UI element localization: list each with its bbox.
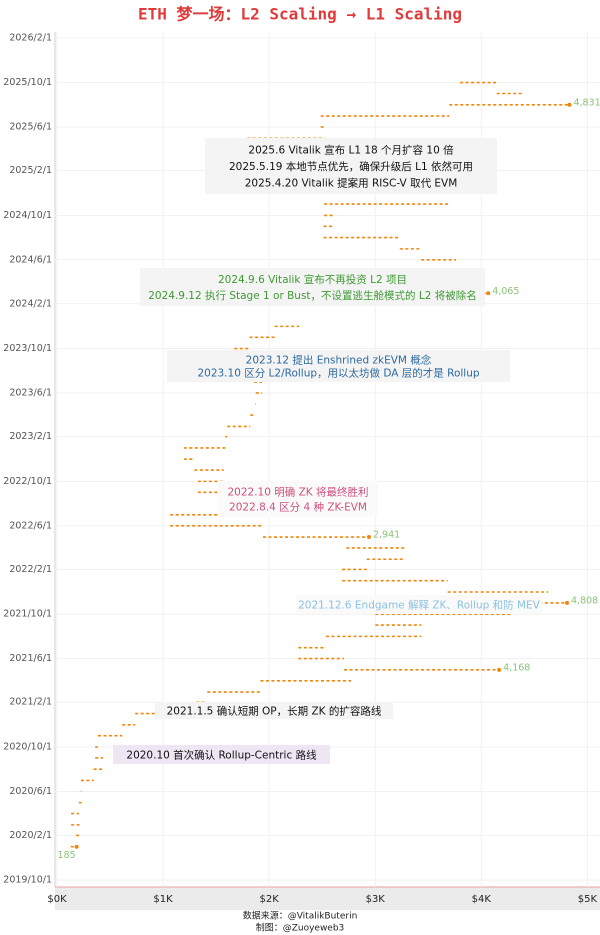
y-tick-label: 2019/10/1 bbox=[3, 875, 52, 886]
y-tick-label: 2020/10/1 bbox=[3, 742, 52, 753]
annotation-text: 2022.8.4 区分 4 种 ZK-EVM bbox=[229, 501, 367, 514]
annotation-text: 2025.6 Vitalik 宣布 L1 18 个月扩容 10 倍 bbox=[248, 143, 454, 156]
highlight-dot bbox=[486, 291, 491, 296]
footer-author: 制图：@Zuoyeweb3 bbox=[256, 922, 345, 934]
annotation-box bbox=[218, 481, 378, 517]
y-tick-label: 2021/2/1 bbox=[9, 697, 52, 708]
y-tick-label: 2025/10/1 bbox=[3, 77, 52, 88]
x-tick-label: $5K bbox=[578, 894, 598, 905]
highlight-dot bbox=[74, 844, 79, 849]
highlight-label: 4,168 bbox=[503, 662, 530, 673]
highlight-label: 4,808 bbox=[571, 595, 598, 606]
y-tick-label: 2025/6/1 bbox=[9, 121, 52, 132]
annotation-box bbox=[296, 595, 542, 614]
x-axis-band bbox=[55, 887, 600, 910]
highlight-label: 4,831 bbox=[573, 97, 600, 108]
annotation-text: 2024.9.6 Vitalik 宣布不再投资 L2 项目 bbox=[218, 273, 407, 286]
y-tick-label: 2023/6/1 bbox=[9, 387, 52, 398]
y-tick-label: 2020/6/1 bbox=[9, 786, 52, 797]
annotation-box bbox=[113, 745, 330, 764]
highlight-dot bbox=[366, 535, 371, 540]
highlight-dot bbox=[567, 102, 572, 107]
y-tick-label: 2021/6/1 bbox=[9, 653, 52, 664]
x-tick-label: $0K bbox=[47, 894, 67, 905]
annotation-box bbox=[155, 702, 393, 719]
x-tick-label: $2K bbox=[260, 894, 280, 905]
y-tick-label: 2022/10/1 bbox=[3, 476, 52, 487]
y-tick-label: 2024/10/1 bbox=[3, 210, 52, 221]
y-tick-label: 2024/2/1 bbox=[9, 298, 52, 309]
annotation-text: 2021.12.6 Endgame 解释 ZK、Rollup 和防 MEV bbox=[298, 599, 541, 612]
highlight-label: 2,941 bbox=[373, 530, 400, 541]
annotation-text: 2024.9.12 执行 Stage 1 or Bust，不设置逃生舱模式的 L… bbox=[148, 289, 477, 302]
footer-source: 数据来源：@VitalikButerin bbox=[243, 910, 358, 922]
annotation-text: 2025.5.19 本地节点优先，确保升级后 L1 依然可用 bbox=[229, 160, 473, 173]
annotation-text: 2022.10 明确 ZK 将最终胜利 bbox=[227, 486, 368, 499]
chart-title: ETH 梦一场：L2 Scaling → L1 Scaling bbox=[138, 5, 462, 24]
annotation-text: 2020.10 首次确认 Rollup-Centric 路线 bbox=[126, 749, 317, 762]
y-tick-label: 2022/2/1 bbox=[9, 564, 52, 575]
highlight-label: 4,065 bbox=[492, 286, 519, 297]
annotation-box bbox=[205, 138, 497, 194]
highlight-dot bbox=[497, 667, 502, 672]
annotation-text: 2021.1.5 确认短期 OP，长期 ZK 的扩容路线 bbox=[167, 705, 382, 718]
y-tick-label: 2023/2/1 bbox=[9, 431, 52, 442]
y-tick-label: 2024/6/1 bbox=[9, 254, 52, 265]
annotation-box bbox=[167, 350, 510, 382]
y-tick-label: 2021/10/1 bbox=[3, 609, 52, 620]
annotation-text: 2023.12 提出 Enshrined zkEVM 概念 bbox=[246, 354, 432, 367]
y-tick-label: 2025/2/1 bbox=[9, 165, 52, 176]
annotation-box bbox=[140, 268, 485, 306]
y-tick-label: 2023/10/1 bbox=[3, 343, 52, 354]
highlight-label: 185 bbox=[58, 850, 76, 861]
y-tick-label: 2026/2/1 bbox=[9, 32, 52, 43]
x-tick-label: $1K bbox=[153, 894, 173, 905]
annotation-text: 2025.4.20 Vitalik 提案用 RISC-V 取代 EVM bbox=[245, 177, 458, 190]
y-tick-label: 2020/2/1 bbox=[9, 830, 52, 841]
highlight-dot bbox=[565, 600, 570, 605]
y-tick-label: 2022/6/1 bbox=[9, 520, 52, 531]
annotation-text: 2023.10 区分 L2/Rollup，用以太坊做 DA 层的才是 Rollu… bbox=[197, 367, 479, 380]
x-tick-label: $3K bbox=[366, 894, 386, 905]
x-tick-label: $4K bbox=[472, 894, 492, 905]
